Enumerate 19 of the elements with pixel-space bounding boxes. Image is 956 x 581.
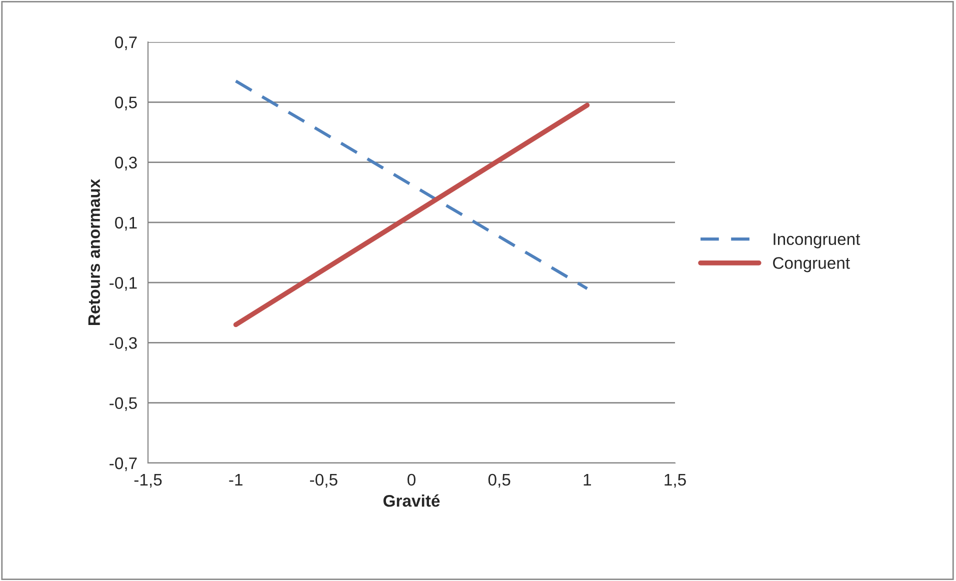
- y-tick-label: -0,1: [110, 276, 137, 291]
- y-tick-label: 0,5: [115, 96, 137, 110]
- y-tick-label: 0,1: [115, 216, 137, 231]
- x-tick-label: -1,5: [134, 474, 162, 488]
- x-tick-label: 0,5: [488, 474, 510, 488]
- y-tick-label: -0,5: [110, 397, 137, 412]
- y-tick-label: -0,7: [110, 457, 137, 472]
- legend-label: Incongruent: [774, 233, 860, 248]
- y-tick-label: -0,3: [110, 337, 137, 351]
- x-tick-label: 1: [584, 474, 591, 486]
- x-tick-label: 0: [408, 474, 416, 486]
- y-axis-title: Retours anormaux: [88, 178, 100, 326]
- x-tick-label: -0,5: [310, 474, 338, 488]
- y-tick-label: 0,3: [115, 156, 137, 170]
- x-tick-label: 1,5: [664, 474, 686, 488]
- x-tick-label: -1: [229, 474, 242, 486]
- y-tick-label: 0,7: [115, 36, 137, 50]
- x-axis-title: Gravité: [383, 494, 440, 507]
- legend-label: Congruent: [773, 257, 850, 272]
